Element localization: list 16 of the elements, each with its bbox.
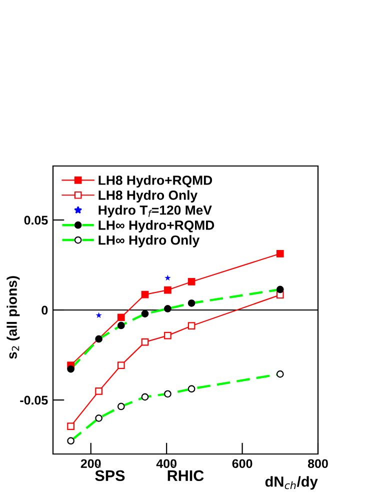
legend-label: LH∞ Hydro Only: [98, 235, 200, 248]
x-tick-label: 600: [232, 459, 252, 468]
y-tick-label: -0.05: [20, 396, 48, 405]
x-tick-label: 800: [308, 459, 328, 468]
x-tick-label: 200: [80, 459, 101, 468]
legend-label: LH8 Hydro+RQMD: [98, 175, 212, 188]
y-tick-label: 0.05: [24, 216, 48, 225]
text: SPS: [95, 470, 125, 482]
legend-label: Hydro T$_{f}$=120 MeV: [98, 205, 212, 218]
legend-label: LH∞ Hydro+RQMD: [98, 220, 214, 232]
x-tick-label: 400: [156, 459, 176, 468]
y-tick-label: 0: [42, 306, 48, 315]
text: RHIC: [168, 470, 204, 482]
y-axis-title: s$_{2}$ (all pions): [6, 276, 20, 359]
legend-label: LH8 Hydro Only: [98, 190, 198, 202]
x-axis-title: dN$_{ch}$/dy: [265, 476, 318, 490]
